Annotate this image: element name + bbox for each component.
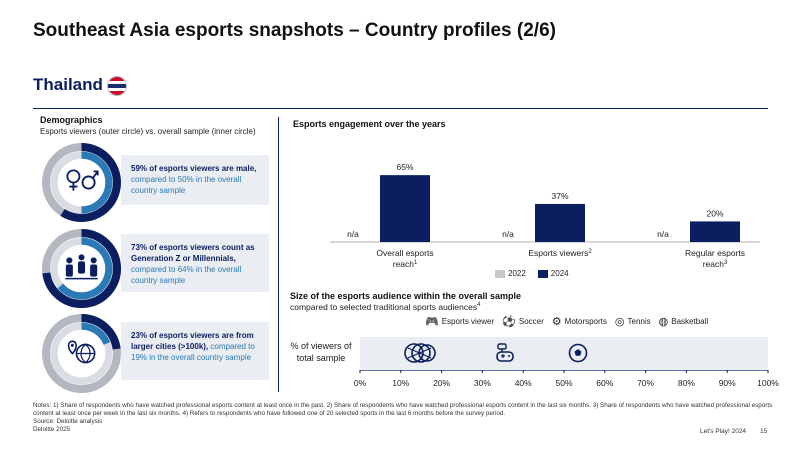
country-name: Thailand bbox=[33, 75, 103, 94]
stat-rest: compared to 19% in the overall country s… bbox=[131, 342, 255, 362]
stat-box-city: 23% of esports viewers are from larger c… bbox=[121, 322, 269, 380]
bar-2024 bbox=[690, 221, 740, 242]
demographics-subtitle: Esports viewers (outer circle) vs. overa… bbox=[40, 127, 256, 136]
tire-icon: ⚙ bbox=[551, 316, 562, 328]
audience-legend: 🎮 Esports viewer ⚽ Soccer ⚙ Motorsports ◎ Te… bbox=[425, 315, 708, 328]
demographics-title: Demographics bbox=[40, 115, 103, 125]
axis-tick-label: 50% bbox=[555, 378, 572, 388]
axis-tick-label: 80% bbox=[678, 378, 695, 388]
axis-tick-label: 90% bbox=[719, 378, 736, 388]
city-globe-icon bbox=[67, 340, 96, 364]
legend-label: 2024 bbox=[550, 269, 569, 278]
legend-label: Basketball bbox=[671, 317, 709, 326]
category-label: Overall esports bbox=[376, 248, 433, 258]
axis-tick-label: 10% bbox=[392, 378, 409, 388]
bar-label-2022: n/a bbox=[347, 229, 359, 239]
family-icon bbox=[65, 254, 98, 280]
audience-band bbox=[360, 337, 768, 370]
tennis-ball-icon: ◎ bbox=[614, 316, 625, 328]
axis-tick-label: 40% bbox=[515, 378, 532, 388]
bar-label-2024: 37% bbox=[551, 191, 568, 201]
audience-axis: 0% 10% 20% 30% 40% 50% 60% 70% 80% 90% 100% bbox=[354, 370, 779, 388]
legend-swatch bbox=[537, 269, 548, 278]
basketball-icon: ◍ bbox=[658, 316, 669, 328]
row-label-line-1: % of viewers of bbox=[290, 341, 352, 351]
legend-label: Esports viewer bbox=[441, 317, 495, 326]
bar-2024 bbox=[535, 203, 585, 242]
axis-tick-label: 70% bbox=[637, 378, 654, 388]
bar-label-2024: 20% bbox=[706, 208, 723, 218]
category-label: Regular esports bbox=[685, 248, 745, 258]
soccer-motorsports-tennis-basketball-icon-cluster bbox=[404, 343, 436, 363]
stat-rest: compared to 64% in the overall country s… bbox=[131, 265, 242, 285]
notes-text: Notes: 1) Share of respondents who have … bbox=[33, 402, 773, 417]
legend-label: Motorsports bbox=[564, 317, 607, 326]
audience-row-label: % of viewers of total sample bbox=[281, 340, 361, 364]
engagement-title: Esports engagement over the years bbox=[293, 119, 446, 129]
category-label: Esports viewers2 bbox=[528, 248, 592, 258]
gamepad-icon bbox=[496, 343, 514, 362]
page-title: Southeast Asia esports snapshots – Count… bbox=[33, 20, 556, 41]
legend-item-2022: 2022 bbox=[495, 269, 526, 278]
donut-generation bbox=[42, 229, 121, 308]
gender-icon bbox=[66, 169, 99, 191]
legend-swatch bbox=[495, 269, 505, 278]
donut-gender bbox=[42, 143, 121, 222]
axis-tick-label: 0% bbox=[354, 378, 367, 388]
legend-tennis: ◎ Tennis bbox=[615, 315, 651, 328]
stat-bold: 23% of esports viewers are from larger c… bbox=[131, 331, 254, 351]
axis-tick-label: 30% bbox=[474, 378, 491, 388]
audience-subtitle-sup: 4 bbox=[477, 302, 481, 309]
stat-bold: 59% of esports viewers are male, bbox=[131, 164, 257, 173]
bar-2024 bbox=[380, 175, 430, 242]
soccer-ball-icon bbox=[568, 343, 588, 363]
legend-item-2024: 2024 bbox=[537, 269, 569, 278]
column-divider bbox=[278, 117, 279, 392]
donut-city bbox=[42, 314, 121, 393]
axis-tick-label: 100% bbox=[757, 378, 779, 388]
legend-soccer: ⚽ Soccer bbox=[502, 315, 544, 328]
stat-box-gender: 59% of esports viewers are male, compare… bbox=[121, 155, 269, 205]
legend-esports-viewer: 🎮 Esports viewer bbox=[425, 315, 494, 328]
row-label-line-2: total sample bbox=[296, 353, 346, 363]
soccer-ball-icon: ⚽ bbox=[502, 316, 516, 328]
thailand-flag-icon bbox=[107, 76, 127, 96]
bar-label-2024: 65% bbox=[396, 162, 413, 172]
page-number: 15 bbox=[760, 428, 768, 435]
legend-label: Soccer bbox=[518, 317, 544, 326]
legend-label: 2022 bbox=[508, 269, 526, 278]
audience-subtitle: compared to selected traditional sports … bbox=[290, 302, 480, 312]
source-text: Source: Deloitte analysis bbox=[33, 418, 103, 425]
legend-label: Tennis bbox=[627, 317, 651, 326]
stat-rest: compared to 50% in the overall country s… bbox=[131, 175, 242, 195]
footer-report-name: Let's Play! 2024 bbox=[700, 428, 747, 435]
gamepad-icon: 🎮 bbox=[425, 316, 439, 328]
stat-box-generation: 73% of esports viewers count as Generati… bbox=[121, 234, 269, 292]
bar-label-2022: n/a bbox=[657, 229, 669, 239]
legend-motorsports: ⚙ Motorsports bbox=[552, 315, 607, 328]
audience-subtitle-text: compared to selected traditional sports … bbox=[290, 302, 478, 312]
category-label: reach1 bbox=[393, 259, 418, 269]
copyright-text: Deloitte 2025 bbox=[33, 426, 71, 433]
bar-label-2022: n/a bbox=[502, 229, 514, 239]
axis-tick-label: 60% bbox=[596, 378, 613, 388]
legend-basketball: ◍ Basketball bbox=[659, 315, 709, 328]
notes: Notes: 1) Share of respondents who have … bbox=[33, 402, 773, 434]
axis-tick-label: 20% bbox=[433, 378, 450, 388]
engagement-legend: 2022 2024 bbox=[495, 269, 569, 278]
audience-title: Size of the esports audience within the … bbox=[290, 291, 522, 301]
stat-bold: 73% of esports viewers count as Generati… bbox=[131, 243, 255, 263]
header-divider bbox=[33, 108, 768, 109]
category-label: reach3 bbox=[703, 259, 728, 269]
